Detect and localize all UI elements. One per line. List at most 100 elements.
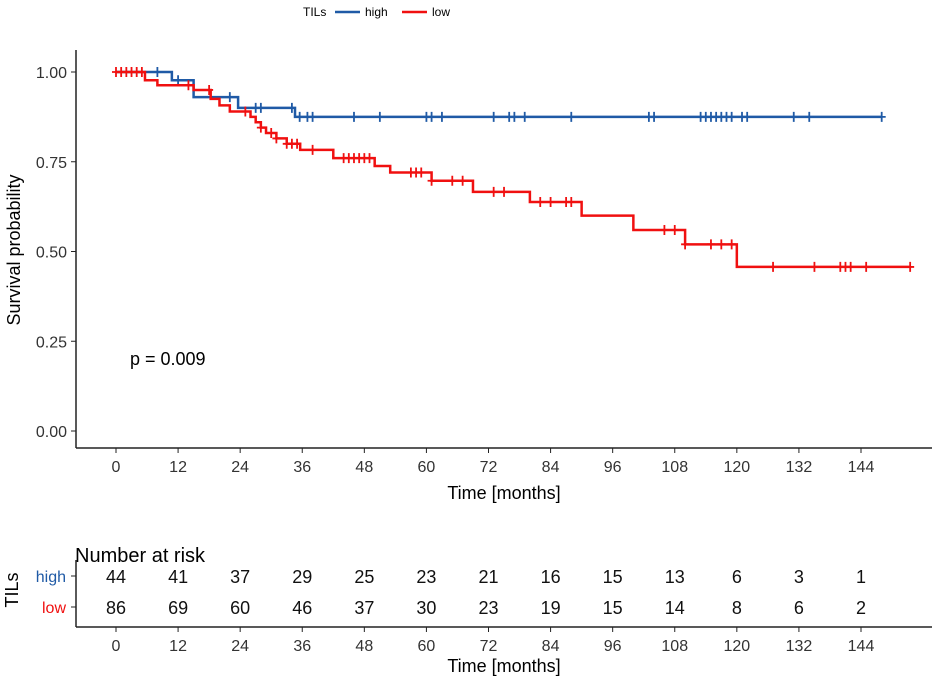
x-axis-label: Time [months] (447, 483, 560, 503)
y-tick-label: 0.00 (36, 424, 67, 441)
censor-mark-low (717, 239, 726, 250)
censor-mark-low (500, 186, 509, 197)
risk-count: 6 (794, 598, 804, 618)
y-tick-label: 0.75 (36, 155, 67, 172)
censor-mark-high (437, 111, 446, 122)
censor-mark-high (877, 111, 886, 122)
censor-mark-low (308, 144, 317, 155)
survival-curve-low (116, 70, 911, 269)
censor-mark-low (769, 261, 778, 272)
risk-x-tick-label: 60 (418, 638, 436, 655)
censor-mark-low (536, 196, 545, 207)
censor-mark-high (489, 111, 498, 122)
censor-mark-high (287, 102, 296, 113)
risk-count: 2 (856, 598, 866, 618)
censor-mark-high (153, 67, 162, 77)
x-tick-label: 36 (293, 459, 311, 476)
risk-x-tick-label: 120 (723, 638, 750, 655)
risk-count: 69 (168, 598, 188, 618)
risk-count: 41 (168, 567, 188, 587)
risk-x-tick-label: 144 (848, 638, 875, 655)
risk-count: 15 (603, 598, 623, 618)
censor-mark-low (272, 133, 281, 144)
risk-x-tick-label: 48 (355, 638, 373, 655)
censor-mark-high (567, 111, 576, 122)
risk-x-tick-label: 0 (112, 638, 121, 655)
legend-label-low: low (432, 5, 450, 19)
censor-mark-high (727, 111, 736, 122)
censor-mark-low (365, 153, 374, 164)
censor-mark-high (427, 111, 436, 122)
risk-x-axis-label: Time [months] (447, 656, 560, 676)
risk-count: 15 (603, 567, 623, 587)
risk-count: 46 (292, 598, 312, 618)
risk-count: 19 (541, 598, 561, 618)
censor-mark-high (510, 111, 519, 122)
risk-count: 37 (230, 567, 250, 587)
y-tick-label: 0.25 (36, 334, 67, 351)
censor-mark-high (650, 111, 659, 122)
risk-count: 37 (354, 598, 374, 618)
legend-label-high: high (365, 5, 388, 19)
x-tick-label: 108 (661, 459, 688, 476)
censor-mark-high (789, 111, 798, 122)
x-tick-label: 96 (604, 459, 622, 476)
censor-mark-high (174, 75, 183, 86)
risk-count: 29 (292, 567, 312, 587)
risk-count: 44 (106, 567, 126, 587)
censor-mark-low (427, 175, 436, 186)
censor-mark-low (256, 122, 265, 133)
y-tick-label: 0.50 (36, 245, 67, 262)
risk-count: 25 (354, 567, 374, 587)
survival-plot: 0.00 0.25 0.50 0.75 1.00 0 12 24 36 48 60 72 84 96 108… (36, 50, 932, 476)
censor-mark-low (706, 239, 715, 250)
censor-mark-low (810, 261, 819, 272)
x-tick-label: 12 (169, 459, 187, 476)
censor-mark-low (670, 224, 679, 235)
censor-mark-low (293, 138, 302, 149)
y-tick-label: 1.00 (36, 65, 67, 82)
risk-count: 16 (541, 567, 561, 587)
risk-count: 23 (478, 598, 498, 618)
risk-count: 1 (856, 567, 866, 587)
risk-count: 21 (478, 567, 498, 587)
risk-count: 3 (794, 567, 804, 587)
p-value-annotation: p = 0.009 (130, 349, 206, 369)
censor-mark-high (256, 102, 265, 113)
risk-count: 13 (665, 567, 685, 587)
risk-strata-label: TILs (2, 572, 22, 607)
risk-table-title: Number at risk (75, 545, 206, 567)
censor-mark-low (267, 128, 276, 139)
x-tick-label: 84 (542, 459, 560, 476)
censor-mark-low (546, 196, 555, 207)
censor-mark-low (727, 239, 736, 250)
risk-x-tick-label: 72 (480, 638, 498, 655)
censor-mark-low (489, 186, 498, 197)
risk-x-tick-label: 132 (786, 638, 813, 655)
x-tick-label: 60 (418, 459, 436, 476)
censor-mark-low (417, 167, 426, 178)
censor-mark-high (375, 111, 384, 122)
censor-mark-low (205, 84, 214, 95)
risk-count: 8 (732, 598, 742, 618)
legend: TILs high low (303, 5, 450, 19)
risk-count: 6 (732, 567, 742, 587)
censor-mark-low (681, 239, 690, 250)
censor-mark-high (308, 111, 317, 122)
risk-x-tick-label: 36 (293, 638, 311, 655)
risk-count: 60 (230, 598, 250, 618)
censor-mark-high (520, 111, 529, 122)
censor-mark-low (567, 196, 576, 207)
risk-count: 86 (106, 598, 126, 618)
censor-mark-low (137, 67, 146, 77)
x-tick-label: 48 (355, 459, 373, 476)
censor-mark-low (906, 261, 915, 272)
censor-mark-high (225, 92, 234, 103)
censor-mark-low (660, 224, 669, 235)
censor-mark-low (241, 106, 250, 117)
y-axis-label: Survival probability (4, 174, 24, 325)
censor-mark-low (846, 261, 855, 272)
censor-mark-low (458, 175, 467, 186)
